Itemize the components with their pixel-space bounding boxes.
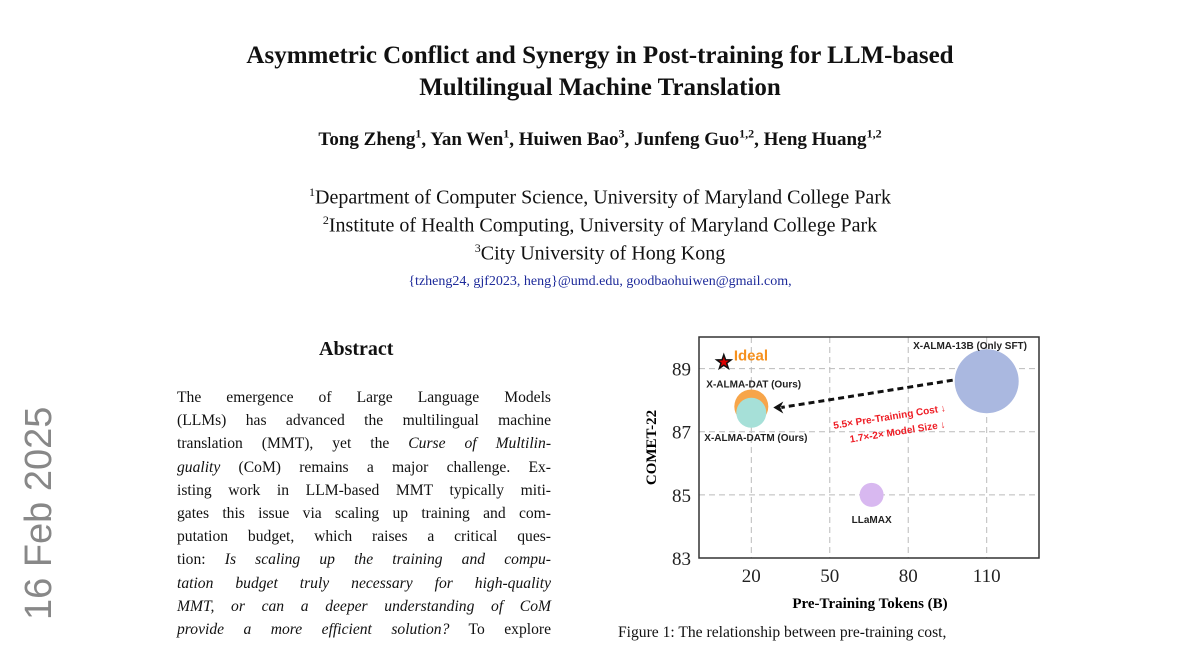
point-label: X-ALMA-13B (Only SFT): [913, 341, 1027, 352]
abstract-line: tion: Is scaling up the training and com…: [177, 551, 551, 569]
author: Junfeng Guo1,2: [634, 127, 755, 151]
abstract-line: tation budget truly necessary for high-q…: [177, 574, 551, 592]
y-tick-label: 85: [672, 486, 691, 507]
aff-num: 3: [474, 241, 481, 255]
author: Huiwen Bao3: [518, 127, 625, 151]
aff-text: Institute of Health Computing, Universit…: [328, 214, 878, 237]
y-tick-label: 83: [672, 549, 691, 570]
author: Yan Wen1: [430, 127, 510, 151]
x-axis-label: Pre-Training Tokens (B): [792, 596, 947, 612]
y-tick-label: 89: [672, 360, 691, 381]
aff-num: 2: [322, 213, 329, 227]
abstract-line: The emergence of Large Language Models: [177, 389, 551, 406]
author-emails[interactable]: {tzheng24, gjf2023, heng}@umd.edu, goodb…: [408, 274, 792, 289]
abstract-line: isting work in LLM-based MMT typically m…: [177, 481, 551, 499]
ideal-star-icon: [714, 352, 734, 371]
x-tick-label: 110: [973, 566, 1001, 587]
paper-title-line-1: Asymmetric Conflict and Synergy in Post-…: [246, 42, 954, 69]
plot-frame: [698, 336, 1040, 559]
affiliation-2: 2Institute of Health Computing, Universi…: [0, 213, 1200, 238]
y-axis-label: COMET-22: [644, 410, 660, 485]
bubble-x-alma-datm: [736, 397, 767, 428]
aff-num: 1: [309, 185, 316, 199]
point-label: X-ALMA-DAT (Ours): [706, 379, 801, 390]
abstract-line: gates this issue via scaling up training…: [177, 505, 551, 523]
author: Heng Huang1,2: [763, 127, 882, 151]
figure-1-chart: 20 50 80 110 83 85 87 89 Pre-Training Tokens (B)…: [644, 336, 1040, 612]
x-tick-label: 80: [899, 566, 918, 587]
abstract-line: (LLMs) has advanced the multilingual mac…: [177, 412, 551, 430]
affiliation-1: 1Department of Computer Science, Univers…: [0, 185, 1200, 210]
arxiv-date-stamp: 16 Feb 2025: [18, 406, 60, 620]
figure-caption: Figure 1: The relationship between pre-t…: [618, 624, 947, 641]
dashed-arrow: [781, 378, 953, 409]
ideal-label: Ideal: [734, 347, 768, 364]
bubble-llamax: [859, 482, 884, 507]
abstract-body: The emergence of Large Language Models (L…: [177, 386, 551, 641]
abstract-heading: Abstract: [319, 338, 394, 360]
arrow-head-icon: [773, 401, 784, 414]
bubble-x-alma-13b: [954, 349, 1019, 414]
aff-text: City University of Hong Kong: [480, 242, 726, 265]
abstract-line: guality (CoM) remains a major challenge.…: [177, 458, 551, 476]
affiliation-3: 3City University of Hong Kong: [0, 241, 1200, 266]
abstract-line: provide a more efficient solution? To ex…: [177, 621, 551, 639]
x-tick-label: 50: [820, 566, 839, 587]
point-label: X-ALMA-DATM (Ours): [704, 433, 807, 444]
abstract-line: MMT, or can a deeper understanding of Co…: [177, 597, 551, 615]
aff-text: Department of Computer Science, Universi…: [315, 186, 891, 209]
abstract-line: translation (MMT), yet the Curse of Mult…: [177, 435, 552, 453]
author: Tong Zheng1: [318, 127, 422, 151]
y-tick-label: 87: [672, 423, 691, 444]
paper-title-line-2: Multilingual Machine Translation: [419, 74, 781, 101]
abstract-line: putation budget, which raises a critical…: [177, 528, 551, 546]
author-list: Tong Zheng1, Yan Wen1, Huiwen Bao3, Junf…: [318, 127, 882, 151]
point-label: LLaMAX: [852, 515, 892, 526]
x-tick-label: 20: [742, 566, 761, 587]
